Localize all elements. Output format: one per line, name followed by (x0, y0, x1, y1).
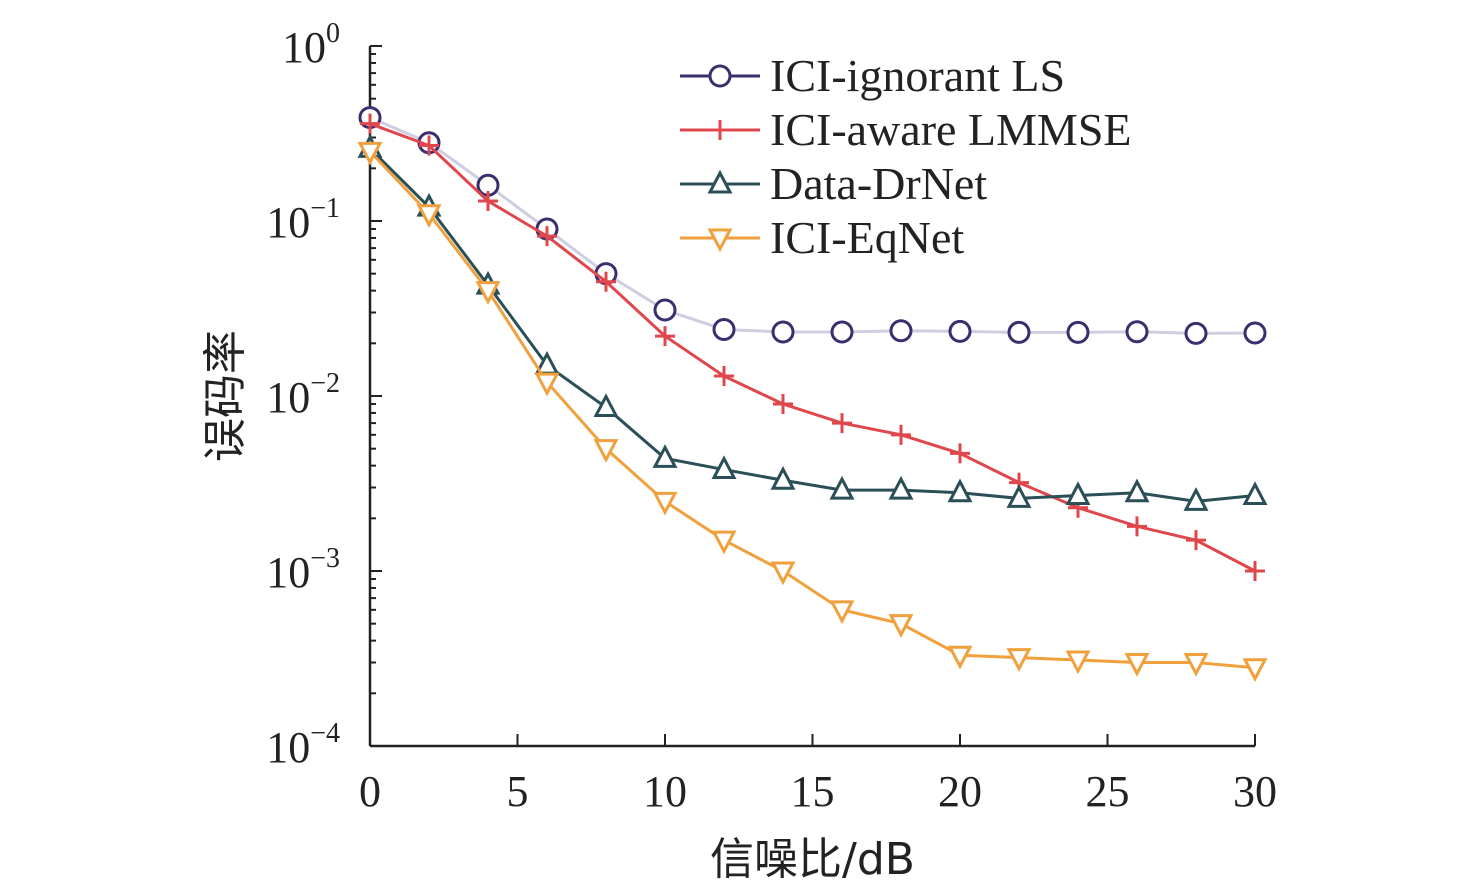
x-tick-label: 30 (1233, 767, 1277, 816)
series-line (368, 147, 1256, 503)
series-3 (357, 141, 1268, 682)
data-point (948, 319, 972, 343)
data-point (888, 475, 914, 500)
series-line (369, 116, 1256, 335)
data-point (888, 614, 914, 638)
data-point (773, 394, 793, 415)
data-point (829, 600, 855, 625)
data-point (891, 424, 911, 445)
x-tick-label: 10 (643, 767, 687, 816)
legend-marker (710, 120, 730, 140)
data-point (1184, 321, 1208, 345)
data-point (1124, 653, 1150, 677)
data-point (889, 319, 913, 343)
data-point (771, 320, 795, 344)
data-point (712, 317, 736, 341)
x-tick-label: 5 (507, 767, 529, 816)
data-point (593, 439, 619, 463)
data-point (711, 455, 737, 480)
y-axis-title: 误码率 (200, 330, 251, 462)
y-tick-label: 100 (282, 18, 340, 72)
legend-label: Data-DrNet (770, 158, 987, 209)
data-point (829, 475, 855, 500)
data-point (714, 366, 734, 387)
series-layer (357, 106, 1268, 682)
data-point (947, 478, 973, 503)
data-point (1006, 648, 1032, 672)
data-point (1183, 487, 1209, 511)
x-tick-label: 0 (359, 767, 381, 816)
data-point (360, 113, 380, 134)
data-point (1065, 481, 1091, 506)
data-point (593, 393, 619, 417)
data-point (711, 530, 737, 555)
legend-entry: ICI-aware LMMSE (680, 104, 1132, 155)
data-point (1243, 321, 1267, 345)
data-point (596, 271, 616, 292)
data-point (1242, 658, 1268, 682)
legend-marker (708, 64, 732, 88)
data-point (770, 466, 796, 490)
legend-marker (707, 169, 733, 194)
data-point (652, 491, 678, 516)
data-point (1186, 530, 1206, 551)
x-tick-label: 20 (938, 767, 982, 816)
data-point (537, 226, 557, 247)
data-point (1245, 561, 1265, 581)
y-tick-label: 10−3 (266, 543, 340, 597)
data-point (770, 561, 796, 586)
legend-entry: ICI-ignorant LS (680, 50, 1065, 101)
data-point (950, 443, 970, 464)
data-point (475, 281, 501, 305)
series-line (369, 122, 1256, 573)
legend-entry: Data-DrNet (680, 158, 987, 209)
x-axis-title: 信噪比/dB (710, 834, 915, 885)
legend-label: ICI-ignorant LS (770, 50, 1065, 101)
x-tick-label: 25 (1086, 767, 1130, 816)
data-point (357, 141, 383, 166)
data-point (478, 191, 498, 212)
legend-label: ICI-EqNet (770, 212, 964, 263)
data-point (653, 298, 677, 322)
y-tick-label: 10−1 (266, 193, 340, 247)
data-point (1065, 650, 1091, 675)
data-point (1066, 320, 1090, 344)
y-tick-label: 10−4 (266, 718, 340, 772)
data-point (1125, 320, 1149, 344)
data-point (1124, 478, 1150, 503)
data-point (832, 413, 852, 434)
data-point (830, 320, 854, 344)
x-tick-label: 15 (791, 767, 835, 816)
y-tick-label: 10−2 (266, 368, 340, 422)
axes: 0 5 10 15 20 25 30 100 10−1 10−2 10−3 10−4 (266, 18, 1277, 816)
data-point (1183, 653, 1209, 677)
data-point (655, 326, 675, 347)
legend-label: ICI-aware LMMSE (770, 104, 1132, 155)
data-point (416, 204, 442, 228)
data-point (1006, 484, 1032, 508)
data-point (1242, 481, 1268, 506)
data-point (947, 645, 973, 670)
data-point (534, 372, 560, 397)
series-1 (360, 113, 1265, 581)
legend-marker (707, 228, 733, 253)
data-point (419, 135, 439, 156)
series-line (368, 150, 1256, 670)
data-point (1127, 516, 1147, 537)
legend-entry: ICI-EqNet (680, 212, 964, 263)
data-point (652, 444, 678, 468)
data-point (1007, 320, 1031, 344)
